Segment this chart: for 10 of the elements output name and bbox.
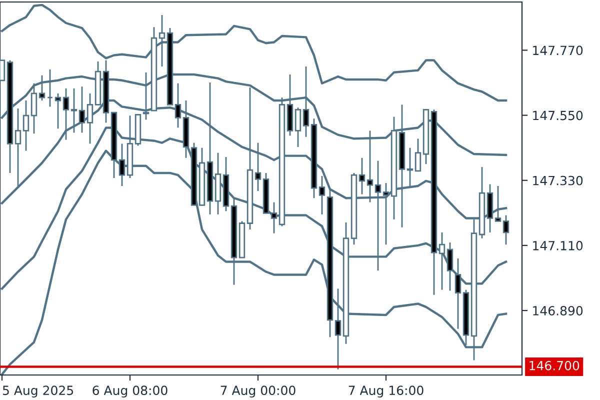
x-tick-label: 6 Aug 08:00 [92, 386, 168, 398]
y-tick-label: 147.110 [533, 240, 583, 250]
y-tick-label: 147.770 [533, 46, 583, 56]
ref-line-label: 146.700 [530, 360, 580, 370]
x-tick-label: 7 Aug 00:00 [220, 386, 296, 398]
y-tick-label: 147.550 [533, 110, 583, 120]
y-tick-label: 147.330 [533, 176, 583, 186]
x-tick-label: 5 Aug 2025 [2, 386, 74, 398]
y-tick-label: 146.890 [533, 306, 583, 316]
x-tick-label: 7 Aug 16:00 [348, 386, 424, 398]
